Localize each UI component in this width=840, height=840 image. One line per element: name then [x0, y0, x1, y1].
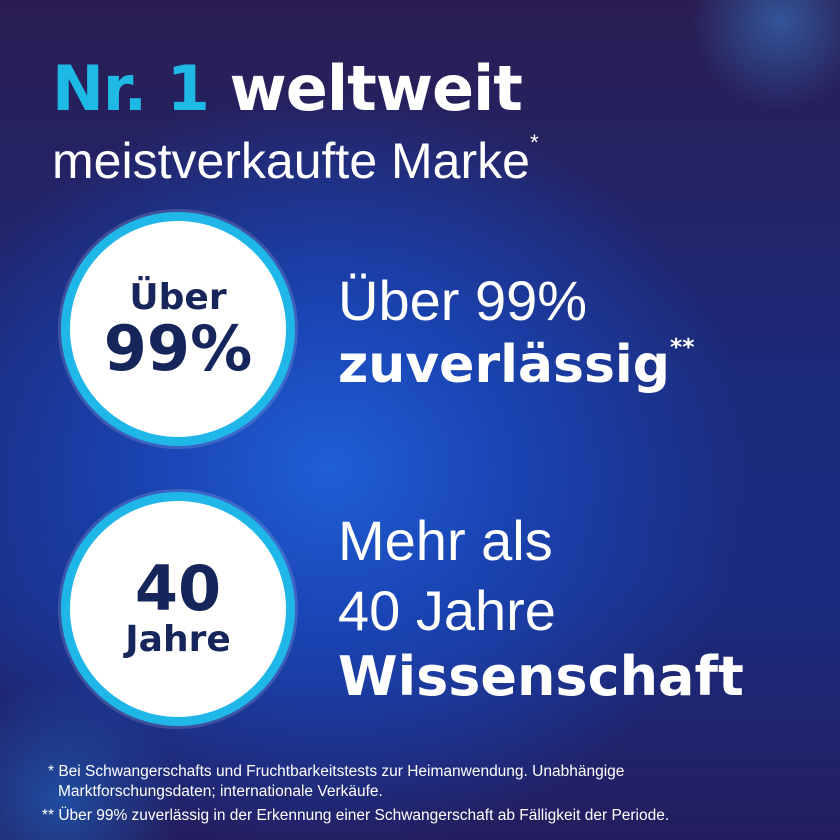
- footnote-1: * Bei Schwangerschafts und Fruchtbarkeit…: [40, 762, 624, 802]
- badge-small-text: Über: [129, 277, 227, 318]
- subheadline: meistverkaufte Marke*: [52, 129, 539, 190]
- footnote-text: Über 99% zuverlässig in der Erkennung ei…: [58, 807, 670, 824]
- claim-science-line3: Wissenschaft: [338, 645, 744, 708]
- badge-40-years: 40 Jahre: [61, 492, 295, 726]
- headline-accent: Nr. 1: [52, 52, 210, 125]
- badge-big-text: 40: [134, 552, 222, 625]
- headline: Nr. 1 weltweit: [52, 52, 523, 125]
- claim-science-line2: 40 Jahre: [338, 579, 556, 642]
- footnote-mark: **: [41, 807, 54, 824]
- footnote-text: Marktforschungsdaten; internationale Ver…: [58, 783, 383, 800]
- footnote-mark: *: [47, 763, 54, 780]
- footnote-mark: *: [529, 129, 539, 155]
- claim-text: zuverlässig: [338, 335, 670, 395]
- badge-99-percent: Über 99%: [61, 212, 295, 446]
- badge-small-text: Jahre: [125, 619, 231, 660]
- footnote-mark: **: [669, 332, 695, 361]
- footnote-2: ** Über 99% zuverlässig in der Erkennung…: [40, 806, 669, 826]
- footnote-text: Bei Schwangerschafts und Fruchtbarkeitst…: [58, 763, 625, 780]
- headline-rest: weltweit: [229, 52, 523, 125]
- subheadline-text: meistverkaufte Marke: [52, 133, 530, 189]
- claim-science-line1: Mehr als: [338, 509, 553, 572]
- claim-reliability-line2: zuverlässig**: [338, 332, 695, 395]
- claim-reliability-line1: Über 99%: [338, 269, 588, 332]
- badge-big-text: 99%: [103, 312, 253, 385]
